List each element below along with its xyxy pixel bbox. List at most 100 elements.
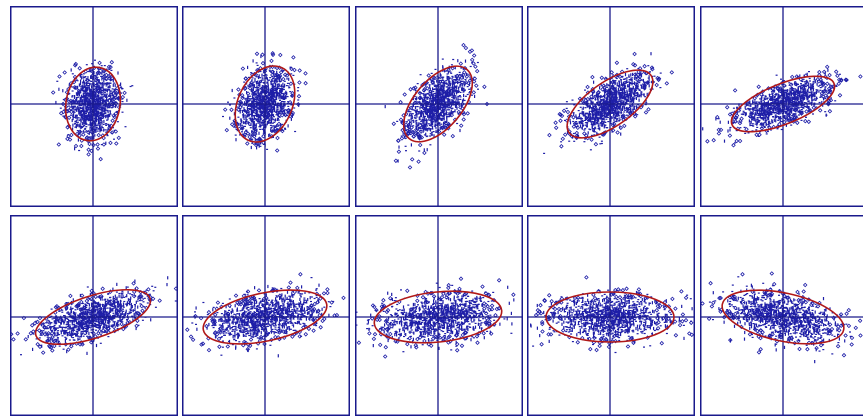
- data-point: [634, 85, 637, 87]
- data-point: [440, 79, 442, 83]
- data-point: [438, 97, 440, 101]
- data-point: [89, 122, 91, 126]
- data-point: [76, 80, 79, 82]
- data-point: [596, 97, 599, 99]
- data-point: [619, 107, 622, 109]
- data-point: [598, 122, 600, 126]
- data-point: [593, 124, 596, 126]
- data-point: [257, 80, 259, 84]
- data-point: [255, 127, 257, 131]
- data-point: [245, 129, 248, 131]
- data-point: [280, 84, 282, 88]
- data-point: [644, 84, 647, 86]
- data-point: [224, 127, 230, 133]
- data-point: [283, 96, 285, 100]
- data-point: [432, 101, 434, 105]
- data-point: [451, 99, 453, 103]
- data-point: [270, 81, 273, 83]
- data-point: [80, 104, 83, 106]
- data-point: [271, 102, 274, 104]
- data-point: [616, 97, 618, 101]
- data-point: [100, 97, 103, 99]
- data-point: [274, 87, 277, 89]
- data-point: [90, 75, 92, 79]
- data-point: [447, 105, 450, 107]
- data-point: [599, 107, 602, 109]
- data-point: [86, 130, 89, 132]
- data-point: [96, 100, 98, 104]
- data-point: [603, 113, 605, 117]
- data-point: [270, 118, 273, 122]
- data-point: [435, 91, 437, 95]
- data-point: [423, 124, 425, 128]
- data-point: [574, 130, 580, 136]
- data-point: [428, 110, 430, 112]
- data-point: [109, 90, 111, 94]
- data-point: [447, 98, 449, 100]
- data-point: [402, 132, 405, 134]
- data-point: [102, 123, 105, 125]
- data-point: [430, 72, 433, 74]
- data-point: [103, 101, 106, 103]
- data-point: [410, 121, 413, 123]
- data-point: [435, 98, 437, 102]
- data-point: [94, 107, 97, 110]
- data-point: [636, 91, 639, 94]
- data-point: [251, 100, 253, 104]
- data-point: [579, 106, 582, 108]
- data-point: [452, 98, 455, 100]
- data-point: [437, 107, 440, 109]
- data-point: [597, 117, 600, 119]
- data-point: [89, 113, 92, 115]
- data-point: [247, 99, 250, 102]
- data-point: [78, 119, 81, 121]
- data-point: [430, 118, 433, 120]
- data-point: [96, 85, 99, 87]
- data-point: [426, 127, 428, 131]
- data-point: [95, 146, 101, 151]
- data-point: [621, 100, 624, 102]
- data-point: [457, 90, 460, 92]
- data-point: [659, 72, 662, 74]
- data-point: [273, 99, 276, 101]
- data-point: [239, 122, 241, 126]
- data-point: [85, 106, 87, 110]
- data-point: [579, 122, 582, 124]
- data-point: [609, 123, 612, 125]
- data-point: [94, 59, 96, 61]
- data-point: [429, 115, 431, 119]
- data-point: [104, 106, 107, 108]
- data-point: [109, 101, 112, 103]
- data-point: [598, 95, 601, 97]
- data-point: [444, 69, 446, 73]
- data-point: [466, 93, 469, 96]
- data-point: [794, 74, 800, 79]
- data-point: [73, 111, 76, 113]
- data-point: [262, 127, 265, 131]
- data-point: [664, 81, 670, 86]
- data-point: [243, 81, 246, 83]
- data-point: [632, 85, 634, 90]
- data-point: [593, 80, 595, 84]
- data-point: [635, 89, 638, 91]
- data-point: [469, 91, 471, 93]
- data-point: [282, 89, 285, 91]
- data-point: [259, 128, 262, 130]
- data-point: [444, 94, 447, 96]
- data-point: [630, 88, 632, 93]
- data-point: [444, 93, 447, 95]
- data-point: [627, 100, 629, 102]
- data-point: [601, 117, 604, 119]
- data-point: [85, 106, 88, 108]
- data-point: [106, 114, 108, 118]
- data-point: [254, 51, 260, 57]
- data-point: [93, 91, 96, 93]
- scatter-points: [543, 51, 675, 154]
- data-point: [430, 79, 433, 81]
- data-point: [426, 92, 429, 95]
- data-point: [599, 75, 605, 81]
- data-point: [70, 114, 72, 116]
- data-point: [245, 119, 248, 121]
- data-point: [627, 108, 630, 110]
- data-point: [633, 94, 636, 96]
